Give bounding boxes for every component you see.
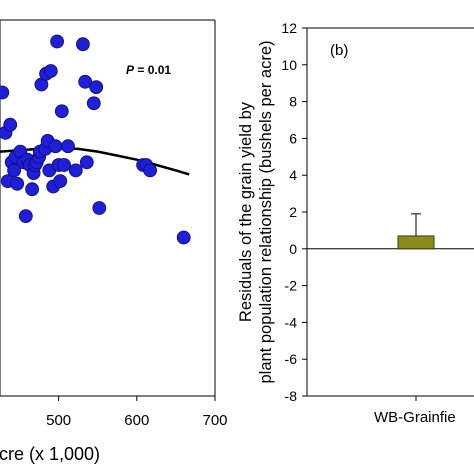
bar-y-axis-label-line2: plant population relationship (bushels p… — [257, 40, 275, 383]
scatter-point — [79, 155, 94, 170]
scatter-point — [78, 74, 93, 89]
scatter-point — [61, 139, 75, 154]
p-value-annotation: P = 0.01 — [126, 63, 171, 77]
bar-y-tick-label: 2 — [289, 204, 297, 220]
scatter-point — [50, 34, 64, 49]
scatter-point — [48, 139, 63, 154]
scatter-x-tick-label: 700 — [202, 412, 227, 429]
scatter-points — [0, 34, 191, 245]
scatter-point — [18, 209, 33, 224]
scatter-x-tick-label: 600 — [124, 412, 149, 429]
scatter-point — [43, 64, 58, 78]
bar-y-tick-label: 0 — [289, 241, 297, 257]
bar-category-label: WB-Grainfie — [374, 409, 456, 426]
bar-y-tick-label: 4 — [289, 167, 297, 183]
bar-panel: 12 10 8 6 4 2 0 -2 -4 -6 -8 WB-Grainfie (b) Residu… — [237, 20, 474, 426]
bar-y-tick-label: -2 — [285, 278, 298, 294]
scatter-x-axis-label: cre (x 1,000) — [0, 444, 100, 464]
trend-line — [0, 147, 190, 176]
bar-y-tick-label: 6 — [289, 130, 297, 146]
scatter-x-ticks: 500 600 700 — [46, 396, 228, 429]
scatter-point — [3, 117, 18, 132]
bar-y-axis-label-line1: Residuals of the grain yield by — [237, 101, 255, 322]
scatter-x-tick-label: 500 — [46, 412, 71, 429]
bars — [397, 213, 435, 250]
scatter-point — [68, 163, 83, 178]
bar-category-labels: WB-Grainfie — [374, 396, 456, 426]
scatter-point — [10, 176, 25, 191]
scatter-point — [53, 174, 68, 189]
bar-y-tick-label: 10 — [281, 57, 297, 73]
bar-y-tick-label: -6 — [285, 351, 298, 367]
scatter-point — [76, 37, 90, 52]
bar-y-ticks: 12 10 8 6 4 2 0 -2 -4 -6 -8 — [281, 20, 307, 404]
panel-label-b: (b) — [330, 42, 348, 59]
scatter-point — [176, 230, 191, 245]
scatter-point — [0, 85, 10, 100]
scatter-point — [54, 104, 69, 119]
scatter-point — [7, 163, 22, 178]
scatter-point — [57, 158, 71, 172]
bar-y-tick-label: -8 — [285, 388, 298, 404]
scatter-panel: 500 600 700 P = 0.01 cre (x 1,000) — [0, 19, 228, 464]
bar-y-tick-label: -4 — [285, 314, 298, 330]
bar-plot-frame — [306, 27, 474, 397]
scatter-point — [143, 163, 158, 178]
scatter-point — [89, 80, 104, 94]
bar-y-tick-label: 8 — [289, 94, 297, 110]
bar — [397, 235, 435, 250]
scatter-point — [86, 96, 101, 111]
scatter-point — [25, 182, 39, 197]
bar-y-tick-label: 12 — [281, 20, 297, 36]
scatter-point — [92, 201, 107, 215]
